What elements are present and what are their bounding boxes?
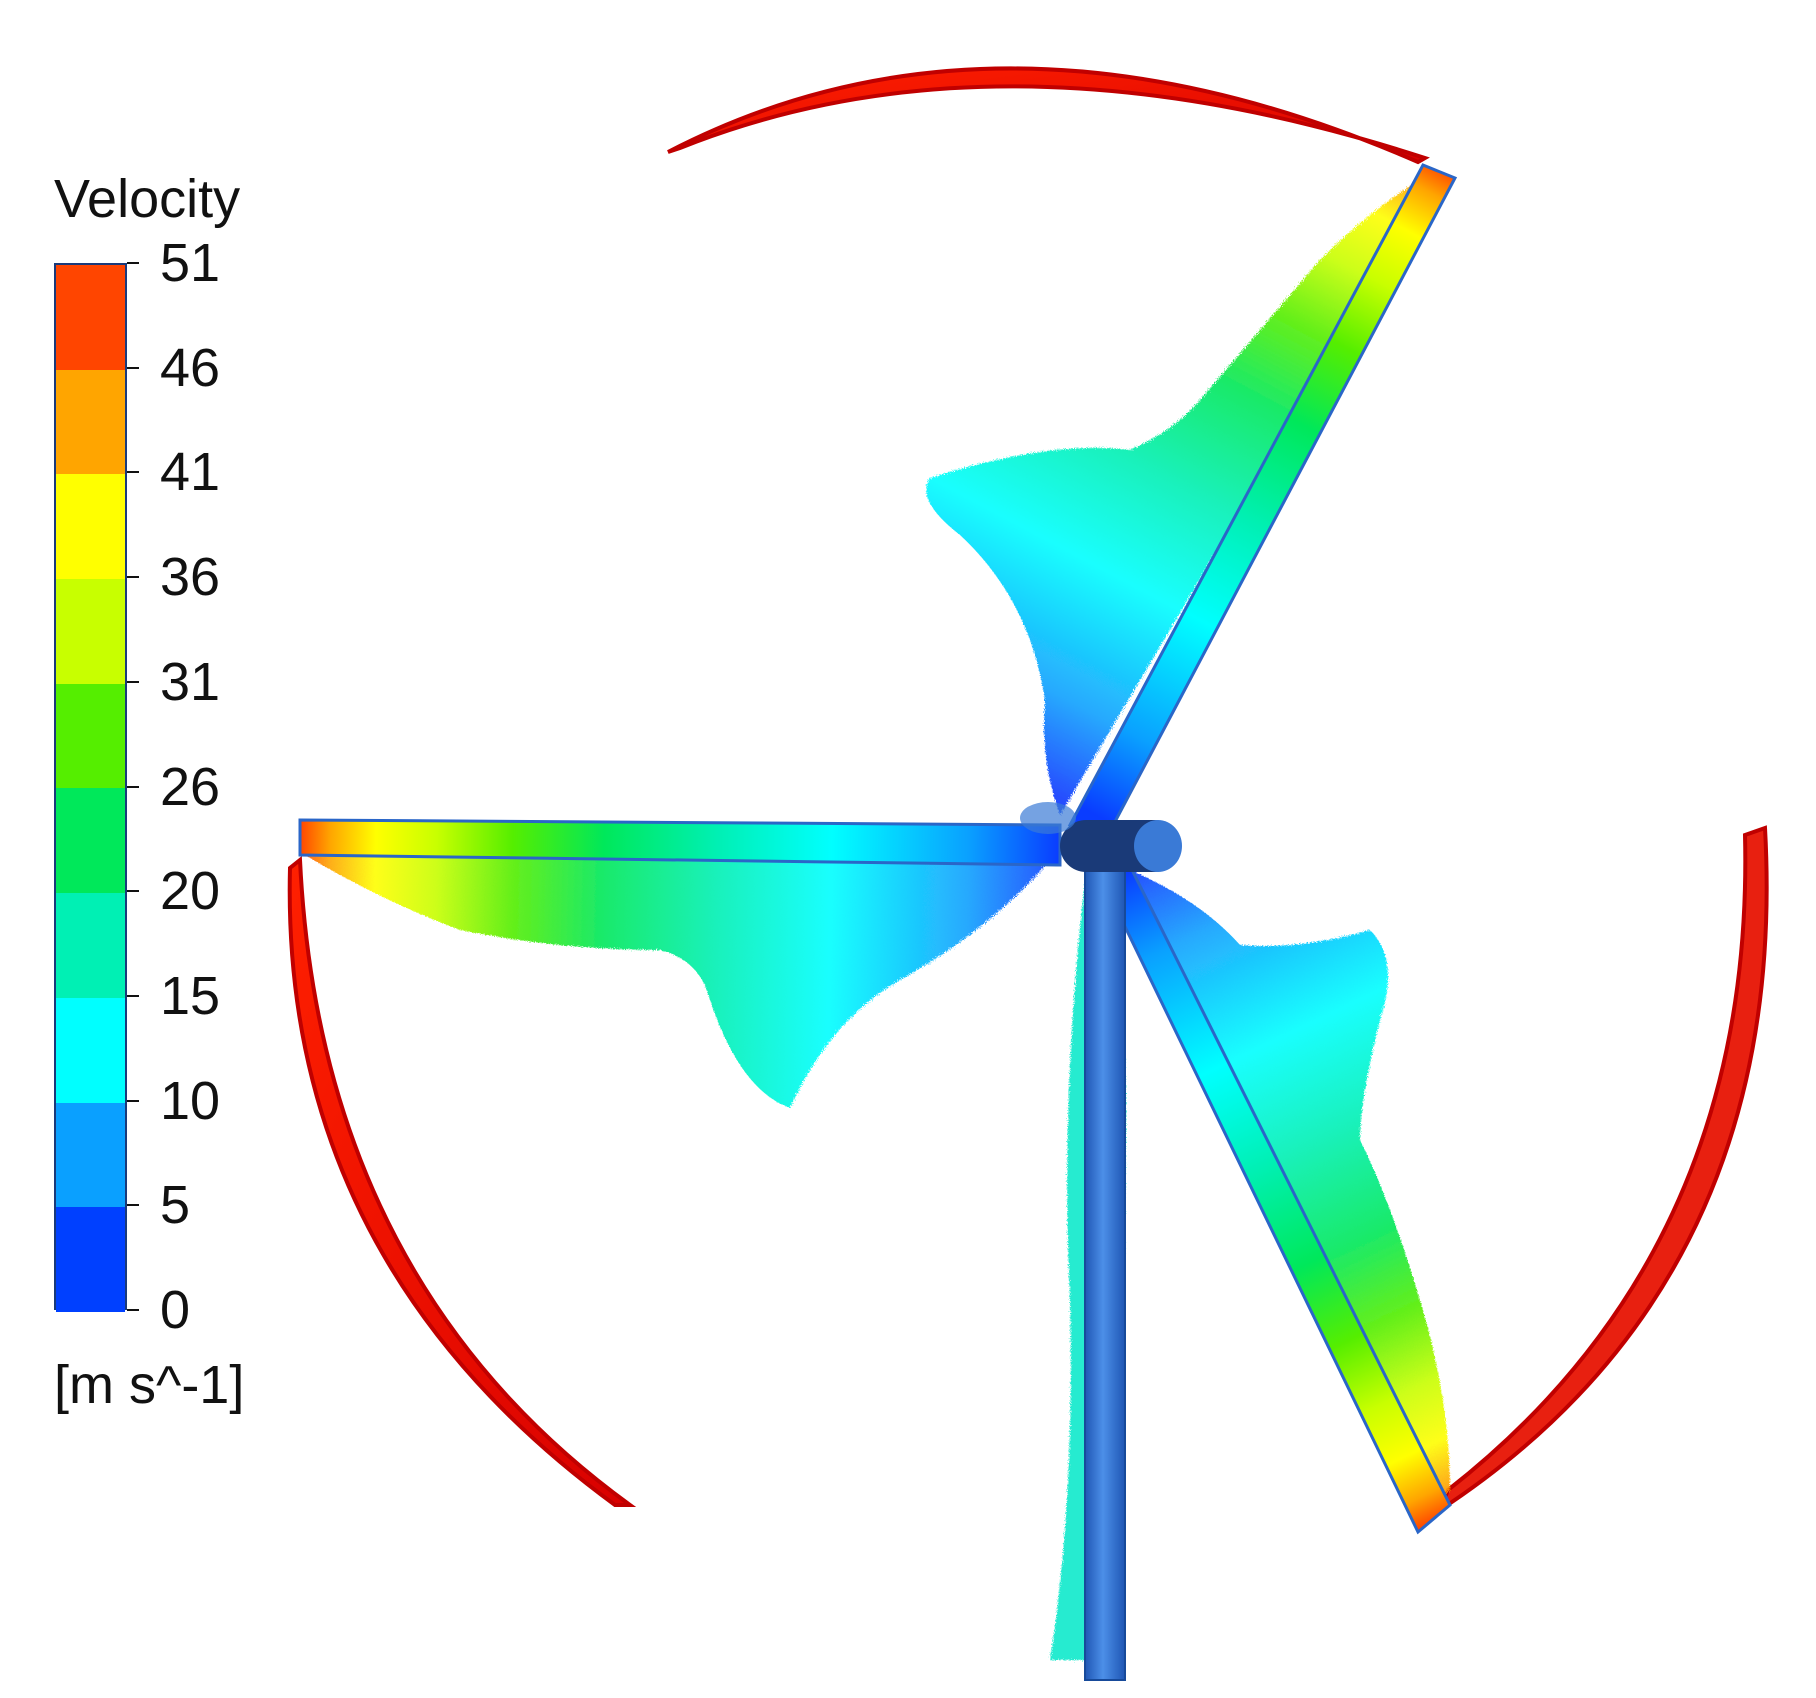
color-bar-band xyxy=(56,579,125,684)
color-bar-band xyxy=(56,893,125,998)
tip-vortex-top xyxy=(667,66,1430,165)
color-bar-tick-label: 51 xyxy=(160,233,221,293)
color-bar-tick-label: 15 xyxy=(160,965,221,1026)
color-bar-tick-label: 36 xyxy=(160,547,221,608)
velocity-legend: Velocity [m s^-1] 51 46 41 36 31 26 20 15 10 5 0 xyxy=(0,0,320,1450)
tip-vortex-left xyxy=(287,855,637,1507)
color-bar-tick xyxy=(127,576,139,579)
color-bar-band xyxy=(56,1207,125,1312)
color-bar-tick xyxy=(127,680,139,683)
tip-vortex-right xyxy=(1435,825,1769,1516)
blade-left xyxy=(298,818,1062,867)
color-bar-band xyxy=(56,474,125,580)
color-bar-tick xyxy=(127,471,139,474)
color-bar-tick xyxy=(127,1099,139,1102)
color-bar-tick-label: 20 xyxy=(160,861,221,922)
tower xyxy=(1084,869,1126,1681)
color-bar-band xyxy=(56,997,125,1103)
color-bar-band xyxy=(56,1102,125,1208)
color-bar-tick-label: 41 xyxy=(160,442,221,503)
color-bar-band xyxy=(56,788,125,894)
color-bar-tick xyxy=(127,262,139,264)
color-bar-tick xyxy=(127,994,139,997)
color-bar-tick-label: 26 xyxy=(160,756,221,817)
color-bar-tick xyxy=(127,890,139,893)
color-bar-band xyxy=(56,683,125,789)
wake-surfaces xyxy=(305,175,1450,1660)
color-bar-tick xyxy=(127,366,139,369)
color-bar-tick xyxy=(127,1309,139,1311)
hub xyxy=(1020,802,1182,872)
legend-title: Velocity xyxy=(54,169,241,229)
legend-unit: [m s^-1] xyxy=(54,1355,245,1415)
color-bar-tick-label: 0 xyxy=(160,1280,191,1340)
color-bar-tick-label: 46 xyxy=(160,337,221,398)
wake-upper xyxy=(926,175,1440,815)
color-bar-tick-label: 10 xyxy=(160,1070,221,1131)
color-bar-band xyxy=(56,369,125,475)
color-bar xyxy=(54,263,127,1312)
tip-vortex-group xyxy=(287,66,1769,1516)
wake-left xyxy=(305,845,1060,1108)
color-bar-band xyxy=(56,265,125,370)
color-bar-tick-label: 5 xyxy=(160,1175,191,1236)
color-bar-tick xyxy=(127,1204,139,1207)
color-bar-tick-label: 31 xyxy=(160,651,221,712)
rotor-blades xyxy=(298,163,1458,1535)
color-bar-tick xyxy=(127,785,139,788)
